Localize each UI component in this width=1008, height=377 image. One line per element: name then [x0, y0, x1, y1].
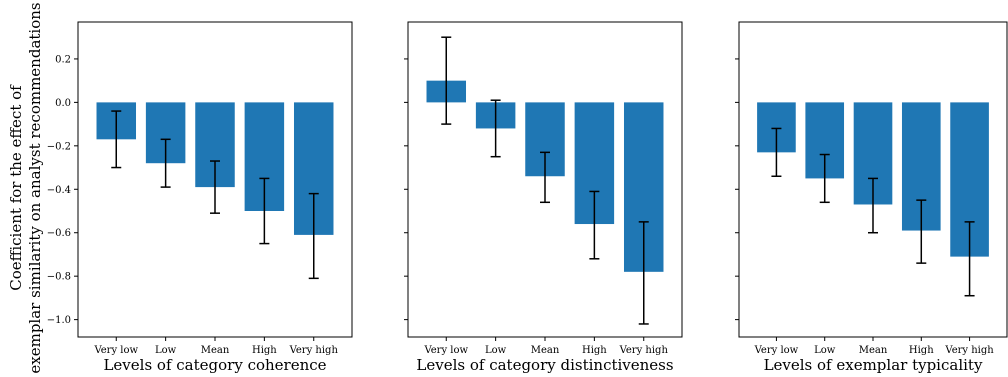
- x-tick-label: Low: [814, 345, 836, 356]
- y-axis-label-line-2: exemplar similarity on analyst recommend…: [26, 2, 44, 373]
- y-tick-label: −0.8: [47, 272, 71, 283]
- x-tick-label: Very high: [944, 345, 994, 356]
- x-tick-label: Low: [485, 345, 507, 356]
- y-tick-label: −0.2: [47, 141, 71, 152]
- x-tick-label: Low: [155, 345, 177, 356]
- x-axis-label: Levels of exemplar typicality: [764, 356, 983, 374]
- chart-panel-1: 0.2 0.0 −0.2 −0.4 −0.6 −0.8 −1.0 Very low Low Mea…: [47, 21, 353, 374]
- x-tick-label: High: [252, 345, 277, 356]
- y-tick-label: 0.2: [55, 54, 71, 65]
- y-axis-label-line-1: Coefficient for the effect of: [7, 84, 25, 291]
- x-tick-label: Very high: [289, 345, 339, 356]
- y-tick-label: 0.0: [55, 98, 71, 109]
- x-tick-label: Very high: [619, 345, 669, 356]
- x-axis-label: Levels of category coherence: [103, 356, 326, 374]
- x-tick-label: Mean: [531, 345, 560, 356]
- x-axis-label: Levels of category distinctiveness: [416, 356, 673, 374]
- x-tick-label: Very low: [423, 345, 468, 356]
- x-tick-label: Very low: [754, 345, 799, 356]
- y-tick-label: −1.0: [47, 315, 71, 326]
- y-tick-label: −0.6: [47, 228, 71, 239]
- x-tick-label: High: [909, 345, 934, 356]
- x-tick-label: Mean: [201, 345, 230, 356]
- x-tick-label: High: [582, 345, 607, 356]
- x-tick-label: Very low: [93, 345, 138, 356]
- y-axis-label: Coefficient for the effect of exemplar s…: [7, 2, 44, 373]
- x-tick-label: Mean: [859, 345, 888, 356]
- y-tick-label: −0.4: [47, 185, 71, 196]
